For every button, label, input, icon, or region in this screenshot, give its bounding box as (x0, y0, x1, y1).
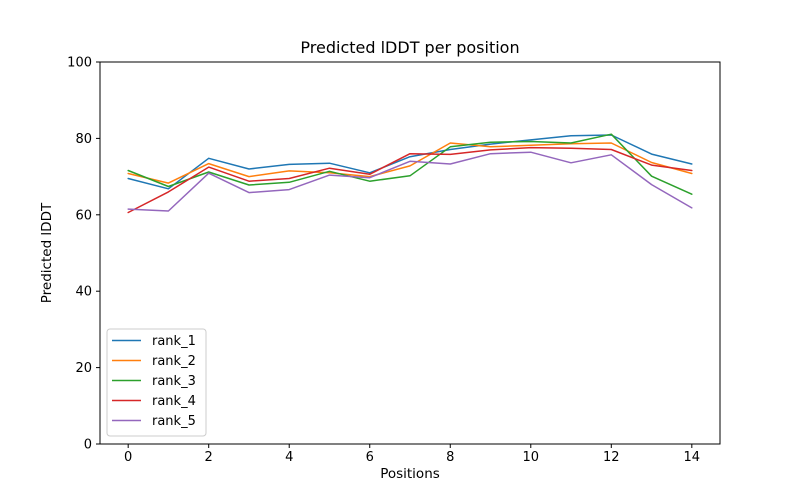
legend-box (106, 328, 207, 437)
y-tick-label: 20 (75, 361, 92, 376)
legend-label-rank_2: rank_2 (152, 354, 196, 369)
x-tick-label: 12 (603, 450, 620, 465)
y-tick-label: 100 (67, 56, 92, 71)
x-tick-label: 10 (523, 450, 540, 465)
y-tick-label: 60 (75, 208, 92, 223)
series-line-rank_5 (127, 151, 693, 212)
x-axis-label: Positions (380, 466, 440, 482)
plot-area-border (99, 61, 721, 445)
y-tick-label: 0 (84, 438, 92, 453)
x-axis-ticks: 0 2 4 6 8 10 12 14 (124, 444, 700, 465)
legend-label-rank_3: rank_3 (152, 374, 196, 389)
y-tick-label: 80 (75, 132, 92, 147)
x-tick-label: 2 (205, 450, 213, 465)
series-line-rank_3 (127, 133, 693, 195)
legend-label-rank_4: rank_4 (152, 394, 196, 409)
legend-label-rank_1: rank_1 (152, 334, 196, 349)
x-tick-label: 4 (285, 450, 293, 465)
series-line-rank_1 (127, 134, 693, 190)
series-line-rank_2 (127, 142, 693, 184)
y-tick-label: 40 (75, 285, 92, 300)
data-series-lines (127, 133, 693, 214)
x-tick-label: 14 (684, 450, 701, 465)
x-tick-label: 0 (124, 450, 132, 465)
series-line-rank_4 (127, 146, 693, 214)
legend: rank_1 rank_2 rank_3 rank_4 rank_5 (106, 328, 207, 437)
y-axis-label: Predicted lDDT (39, 202, 55, 303)
x-tick-label: 8 (446, 450, 454, 465)
legend-label-rank_5: rank_5 (152, 414, 196, 429)
x-tick-label: 6 (366, 450, 374, 465)
y-axis-ticks: 0 20 40 60 80 100 (67, 56, 100, 453)
chart-title: Predicted lDDT per position (300, 38, 519, 57)
